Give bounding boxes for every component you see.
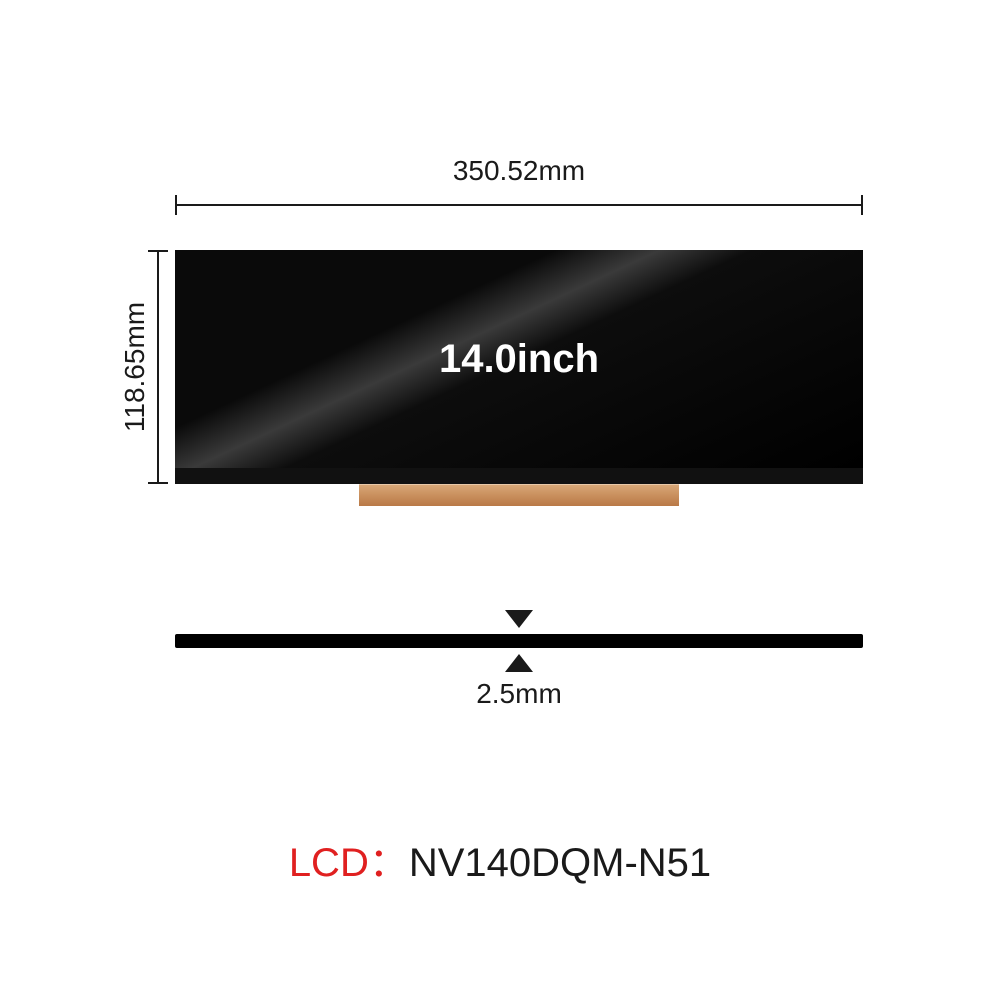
height-dimension-line [148,250,168,484]
width-dimension-label: 350.52mm [175,155,863,187]
width-dimension-line [175,195,863,215]
model-value: NV140DQM-N51 [409,841,711,885]
triangle-down-icon [505,610,533,628]
model-prefix: LCD： [289,841,409,885]
thickness-dimension: 2.5mm [175,610,863,710]
height-dimension-label: 118.65mm [119,302,151,432]
height-dimension: 118.65mm [70,250,170,484]
height-tick-bottom [148,482,168,484]
screen-panel: 14.0inch [175,250,863,484]
screen-connector-strip [359,484,679,506]
width-dimension: 350.52mm [175,155,863,215]
width-tick-right [861,195,863,215]
screen-panel-group: 14.0inch [175,250,863,506]
diagram-canvas: 350.52mm 118.65mm 14.0inch 2.5mm LCD：NV1… [0,0,1000,1000]
screen-diagonal-label: 14.0inch [439,337,599,382]
thickness-profile-bar [175,634,863,648]
model-line: LCD：NV140DQM-N51 [0,830,1000,888]
height-vline [157,250,159,484]
width-hline [175,204,863,206]
thickness-dimension-label: 2.5mm [175,678,863,710]
triangle-up-icon [505,654,533,672]
